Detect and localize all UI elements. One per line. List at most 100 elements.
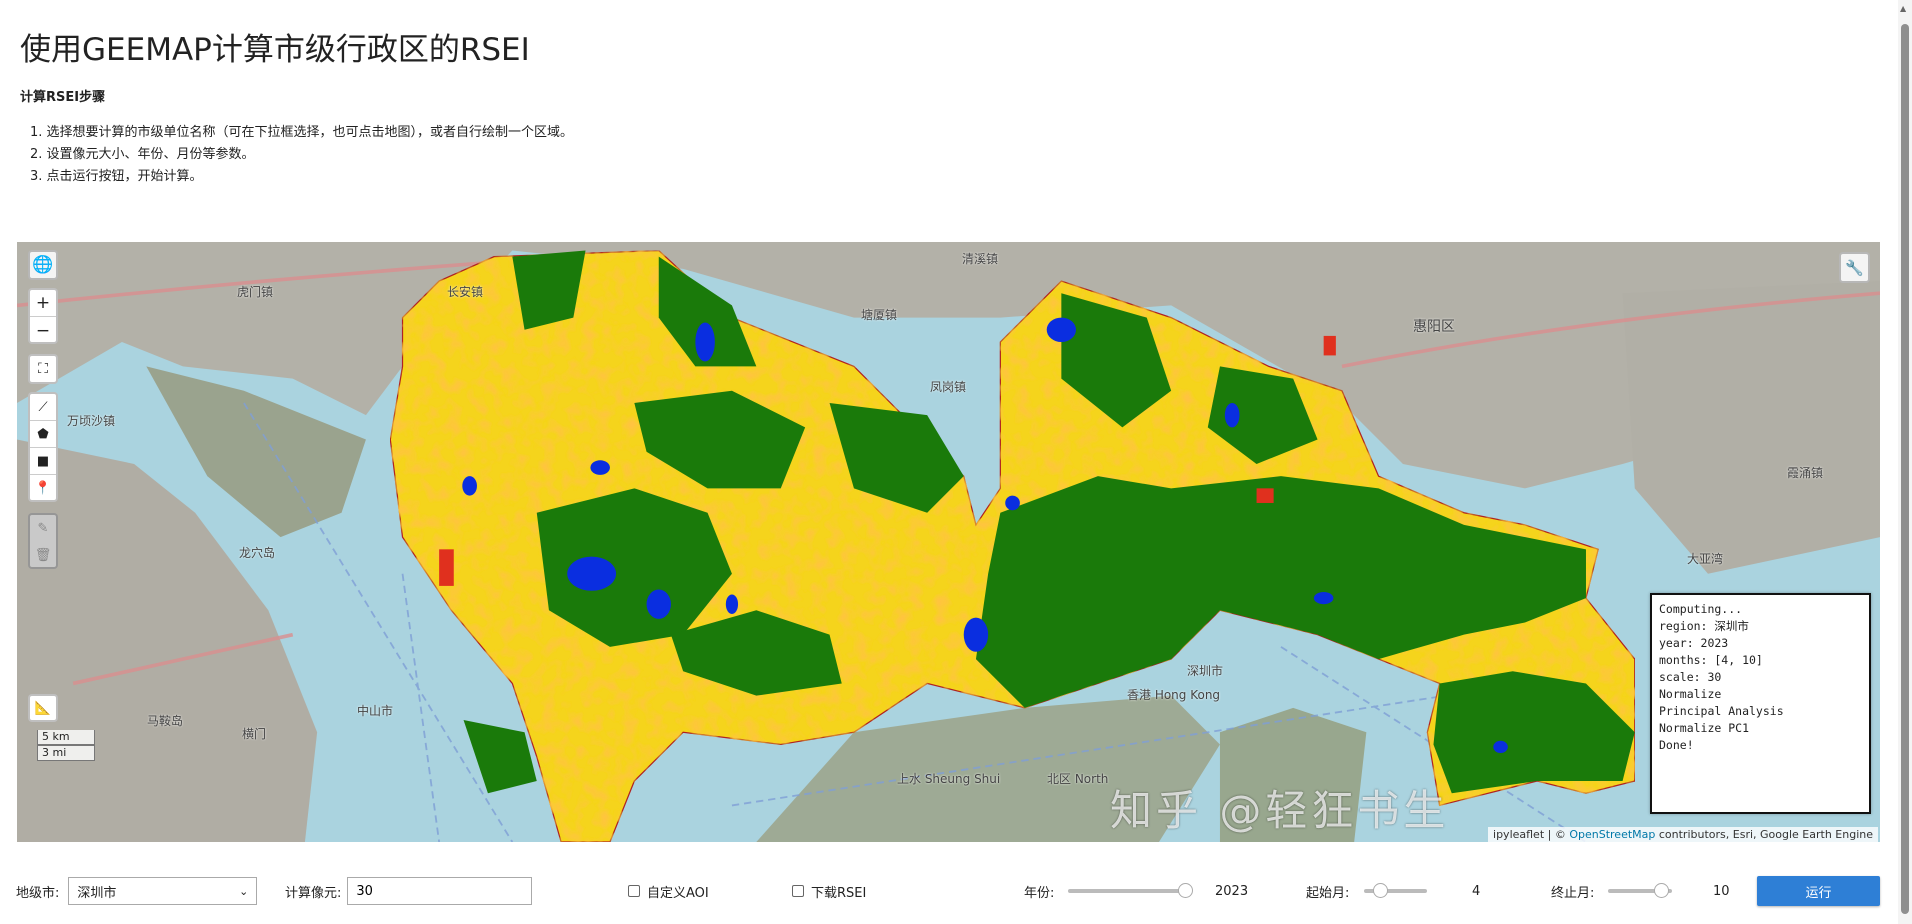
fullscreen-icon: ⛶ xyxy=(38,361,48,377)
map-attribution: ipyleaflet | © OpenStreetMap contributor… xyxy=(1488,827,1878,842)
steps-list: 1. 选择想要计算的市级单位名称（可在下拉框选择，也可点击地图），或者自行绘制一… xyxy=(30,122,573,188)
pixel-label: 计算像元: xyxy=(285,885,342,901)
log-line: Normalize PC1 xyxy=(1659,721,1750,735)
pixel-field: 计算像元: xyxy=(285,876,533,906)
end-month-label: 终止月: xyxy=(1551,885,1595,901)
steps-heading: 计算RSEI步骤 xyxy=(20,90,106,105)
land-area xyxy=(17,242,1880,489)
map-label: 大亚湾 xyxy=(1687,552,1724,566)
basemap-button[interactable]: 🌐 xyxy=(28,250,58,280)
scale-mi: 3 mi xyxy=(37,745,95,761)
map-label: 虎门镇 xyxy=(237,285,274,299)
start-month-field: 起始月: 4 xyxy=(1306,876,1480,906)
rsei-low-areas xyxy=(439,335,1336,586)
zoom-in-button[interactable]: + xyxy=(30,290,56,317)
zoom-control: + − xyxy=(28,288,58,344)
ruler-icon: 📐 xyxy=(34,700,52,716)
land-area xyxy=(756,695,1220,842)
map-label: 长安镇 xyxy=(447,285,484,299)
draw-toolbar: ⟋ ⬟ ■ 📍 xyxy=(28,392,58,502)
map-label: 塘厦镇 xyxy=(861,308,898,322)
step-item: 3. 点击运行按钮，开始计算。 xyxy=(30,169,203,184)
end-month-value: 10 xyxy=(1713,883,1730,899)
attribution-text: ipyleaflet | © xyxy=(1493,828,1570,841)
draw-polyline-icon[interactable]: ⟋ xyxy=(30,394,56,421)
slider-handle[interactable] xyxy=(1654,883,1669,898)
log-line: scale: 30 xyxy=(1659,670,1722,684)
start-month-label: 起始月: xyxy=(1306,885,1350,901)
draw-marker-icon[interactable]: 📍 xyxy=(34,481,52,496)
draw-polygon-icon[interactable]: ⬟ xyxy=(30,421,56,448)
chevron-down-icon: ⌄ xyxy=(239,884,249,898)
output-log: Computing... region: 深圳市 year: 2023 mont… xyxy=(1650,593,1871,814)
log-line: Normalize xyxy=(1659,687,1722,701)
attribution-text: contributors, Esri, Google Earth Engine xyxy=(1655,828,1873,841)
log-line: Computing... xyxy=(1659,602,1743,616)
zoom-out-button[interactable]: − xyxy=(35,320,51,341)
map-label: 北区 North xyxy=(1047,772,1109,786)
year-slider[interactable] xyxy=(1068,883,1193,899)
map-label: 凤岗镇 xyxy=(930,380,967,394)
log-line: months: [4, 10] xyxy=(1659,653,1763,667)
fullscreen-button[interactable]: ⛶ xyxy=(28,354,58,384)
rsei-water-bodies xyxy=(462,317,1508,753)
measure-button[interactable]: 📐 xyxy=(28,694,58,722)
slider-handle[interactable] xyxy=(1178,883,1193,898)
toolbar-button[interactable]: 🔧 xyxy=(1839,252,1870,283)
year-value: 2023 xyxy=(1215,883,1249,899)
map-label: 中山市 xyxy=(357,704,394,718)
city-select-value: 深圳市 xyxy=(77,885,117,901)
land-area xyxy=(1622,281,1880,574)
osm-link[interactable]: OpenStreetMap xyxy=(1569,828,1656,841)
download-checkbox[interactable]: 下载RSEI xyxy=(792,876,866,906)
map-label: 霞涌镇 xyxy=(1787,466,1824,480)
edit-toolbar: ✎ 🗑 xyxy=(28,513,58,569)
edit-icon[interactable]: ✎ xyxy=(37,521,49,536)
slider-handle[interactable] xyxy=(1373,883,1388,898)
log-line: Done! xyxy=(1659,738,1694,752)
year-field: 年份: 2023 xyxy=(1024,876,1248,906)
page-scrollbar[interactable]: ▲ xyxy=(1898,0,1912,924)
page-title: 使用GEEMAP计算市级行政区的RSEI xyxy=(20,32,530,68)
map-label: 深圳市 xyxy=(1187,664,1224,678)
scrollbar-thumb[interactable] xyxy=(1901,24,1909,914)
rsei-high-areas xyxy=(463,250,1635,794)
map-label: 香港 Hong Kong xyxy=(1127,688,1221,702)
year-label: 年份: xyxy=(1024,885,1055,901)
run-button[interactable]: 运行 xyxy=(1757,876,1880,906)
step-item: 1. 选择想要计算的市级单位名称（可在下拉框选择，也可点击地图），或者自行绘制一… xyxy=(30,125,574,140)
scroll-up-icon[interactable]: ▲ xyxy=(1900,4,1907,13)
end-month-field: 终止月: 10 xyxy=(1551,876,1730,906)
land-area xyxy=(146,366,366,538)
land-area xyxy=(1219,707,1367,842)
city-select[interactable]: 深圳市 ⌄ xyxy=(68,877,258,905)
checkbox-icon[interactable] xyxy=(792,885,804,897)
checkbox-icon[interactable] xyxy=(628,885,640,897)
city-field: 地级市: 深圳市 ⌄ xyxy=(16,876,258,906)
map-label: 惠阳区 xyxy=(1413,319,1455,335)
city-label: 地级市: xyxy=(16,885,60,901)
trash-icon[interactable]: 🗑 xyxy=(34,548,52,563)
map-label: 清溪镇 xyxy=(962,252,999,266)
log-line: year: 2023 xyxy=(1659,636,1729,650)
map-label: 横门 xyxy=(242,727,267,741)
download-label: 下载RSEI xyxy=(811,885,867,901)
pixel-size-input[interactable] xyxy=(347,877,533,905)
map-label: 上水 Sheung Shui xyxy=(897,772,1001,786)
log-line: Principal Analysis xyxy=(1659,704,1784,718)
aoi-label: 自定义AOI xyxy=(647,885,709,901)
map-label: 龙穴岛 xyxy=(239,546,276,560)
start-month-slider[interactable] xyxy=(1364,883,1427,899)
map-label: 马鞍岛 xyxy=(147,714,184,728)
map-tiles xyxy=(17,242,1880,842)
scale-km: 5 km xyxy=(37,730,95,745)
map-label: 万顷沙镇 xyxy=(67,414,116,428)
globe-icon: 🌐 xyxy=(32,255,54,275)
aoi-checkbox[interactable]: 自定义AOI xyxy=(628,876,709,906)
log-line: region: 深圳市 xyxy=(1659,619,1749,633)
map-view[interactable]: 虎门镇 长安镇 清溪镇 塘厦镇 凤岗镇 惠阳区 万顷沙镇 龙穴岛 马鞍岛 大亚湾… xyxy=(17,242,1880,842)
draw-rectangle-icon[interactable]: ■ xyxy=(30,448,56,475)
wrench-icon: 🔧 xyxy=(1845,258,1864,277)
end-month-slider[interactable] xyxy=(1608,883,1672,899)
start-month-value: 4 xyxy=(1472,883,1481,899)
